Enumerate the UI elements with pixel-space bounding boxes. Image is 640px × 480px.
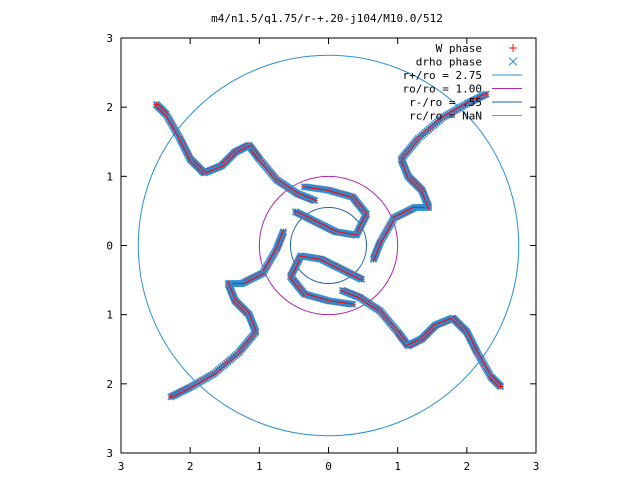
- phase-point: [291, 208, 299, 216]
- legend-label: r-/ro = .55: [409, 96, 482, 109]
- y-tick-label: 1: [106, 170, 113, 183]
- x-tick-label: 2: [187, 460, 194, 473]
- chart-title: m4/n1.5/q1.75/r-+.20-j104/M10.0/512: [211, 12, 443, 25]
- phase-points: [152, 90, 505, 401]
- phase-point: [497, 382, 505, 391]
- legend-marker-x: [508, 57, 518, 66]
- radius-circles: [137, 54, 520, 437]
- y-tick-label: 0: [106, 240, 113, 253]
- legend-label: W phase: [436, 42, 482, 55]
- radius-circle: [137, 54, 520, 437]
- phase-point: [482, 90, 490, 98]
- x-tick-label: 2: [464, 460, 471, 473]
- y-tick-label: 2: [106, 101, 113, 114]
- phase-point: [152, 100, 160, 109]
- radius-circle: [289, 206, 368, 285]
- x-tick-label: 3: [118, 460, 125, 473]
- legend-label: r+/ro = 2.75: [403, 69, 482, 82]
- legend-label: rc/ro = NaN: [409, 110, 482, 123]
- x-tick-label: 0: [325, 460, 332, 473]
- y-tick-label: 2: [106, 378, 113, 391]
- x-tick-label: 1: [256, 460, 263, 473]
- x-tick-label: 3: [533, 460, 540, 473]
- x-tick-label: 1: [394, 460, 401, 473]
- y-tick-label: 3: [106, 32, 113, 45]
- legend-label: ro/ro = 1.00: [403, 83, 482, 96]
- phase-point: [167, 393, 175, 401]
- legend-label: drho phase: [416, 56, 482, 69]
- y-tick-label: 1: [106, 309, 113, 322]
- phase-point: [358, 275, 366, 283]
- radius-circle: [258, 175, 399, 316]
- y-tick-label: 3: [106, 447, 113, 460]
